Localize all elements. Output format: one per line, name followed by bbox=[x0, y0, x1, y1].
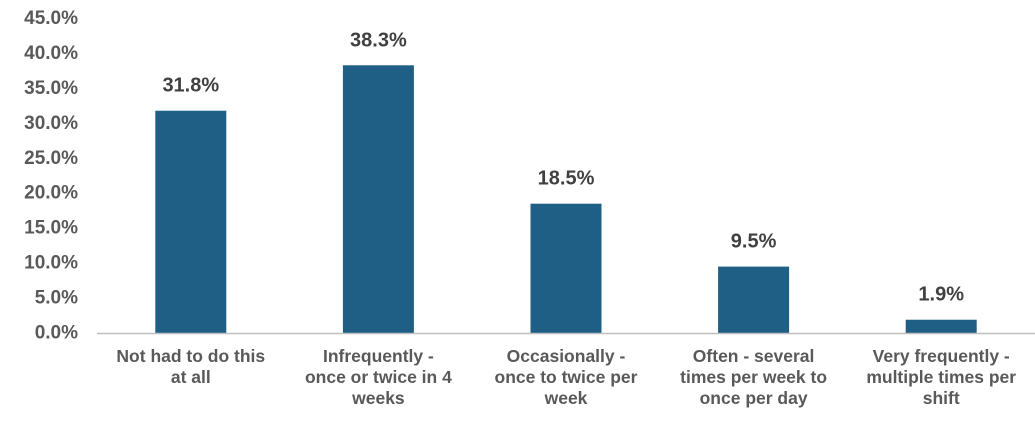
y-tick-label: 30.0% bbox=[24, 113, 78, 134]
bars bbox=[155, 65, 977, 334]
y-tick-label: 0.0% bbox=[35, 323, 78, 344]
y-tick-label: 40.0% bbox=[24, 43, 78, 64]
y-tick-label: 10.0% bbox=[24, 253, 78, 274]
category-label: weeks bbox=[351, 388, 405, 408]
data-label: 1.9% bbox=[918, 284, 964, 306]
category-label: once per day bbox=[700, 388, 808, 408]
category-label: shift bbox=[923, 388, 960, 408]
category-label: times per week to bbox=[680, 367, 827, 387]
category-label: Very frequently - bbox=[873, 346, 1010, 366]
category-label: Infrequently - bbox=[323, 346, 434, 366]
y-tick-label: 5.0% bbox=[35, 288, 78, 309]
data-label: 18.5% bbox=[538, 168, 595, 190]
category-label: once or twice in 4 bbox=[305, 367, 452, 387]
data-labels: 31.8% 38.3% 18.5% 9.5% 1.9% bbox=[162, 29, 964, 305]
category-label: Not had to do this bbox=[116, 346, 265, 366]
bar bbox=[342, 65, 414, 334]
bar bbox=[530, 203, 602, 333]
data-label: 31.8% bbox=[162, 75, 219, 97]
y-tick-label: 45.0% bbox=[24, 8, 78, 29]
y-tick-label: 20.0% bbox=[24, 183, 78, 204]
y-tick-label: 15.0% bbox=[24, 218, 78, 239]
category-label: multiple times per bbox=[866, 367, 1016, 387]
bar bbox=[718, 266, 790, 333]
data-label: 38.3% bbox=[350, 29, 407, 51]
category-label: once to twice per bbox=[495, 367, 638, 387]
data-label: 9.5% bbox=[731, 231, 777, 253]
bar bbox=[905, 319, 977, 333]
bar bbox=[155, 110, 227, 333]
y-tick-label: 25.0% bbox=[24, 148, 78, 169]
category-label: Occasionally - bbox=[507, 346, 626, 366]
y-axis-ticks: 0.0% 5.0% 10.0% 15.0% 20.0% 25.0% 30.0% 35.0% 40… bbox=[24, 8, 78, 344]
category-label: Often - several bbox=[693, 346, 815, 366]
y-tick-label: 35.0% bbox=[24, 78, 78, 99]
category-label: at all bbox=[171, 367, 211, 387]
category-label: week bbox=[544, 388, 588, 408]
